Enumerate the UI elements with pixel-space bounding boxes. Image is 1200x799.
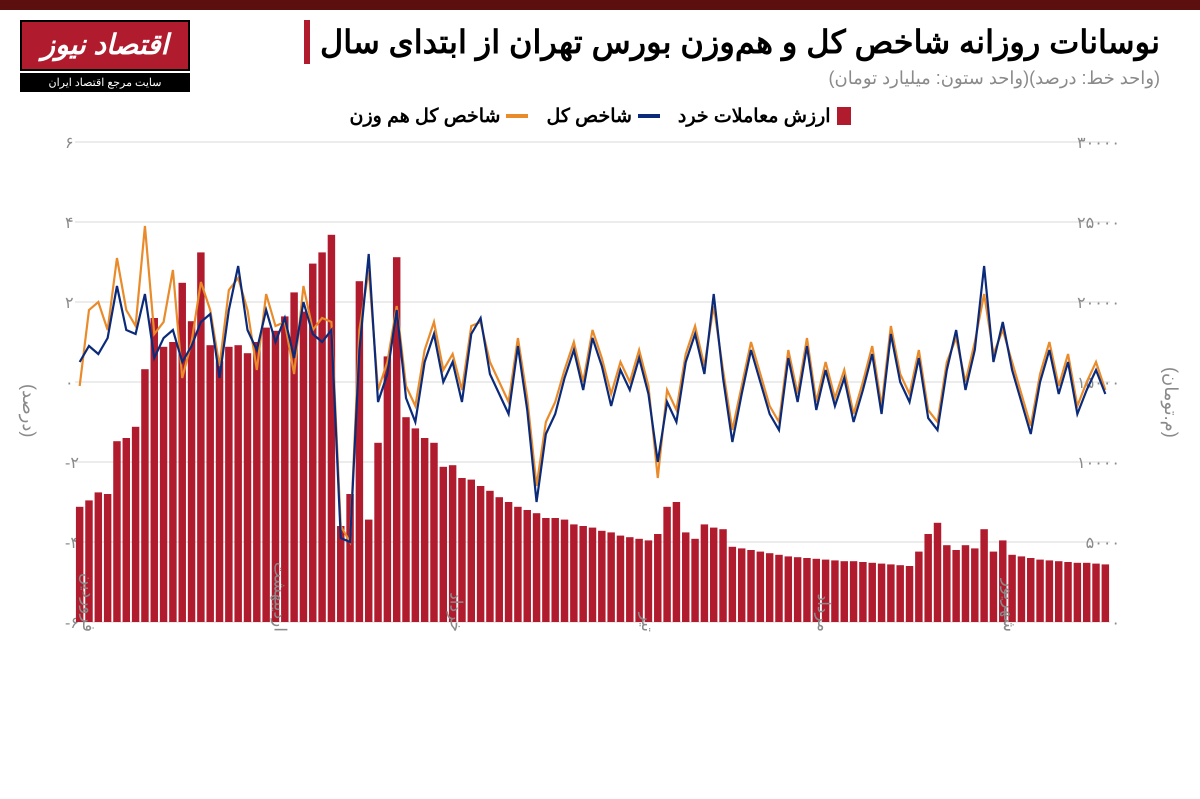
svg-text:۱۰۰۰۰: ۱۰۰۰۰ [1077,455,1120,472]
legend-line-equal-label: شاخص کل هم وزن [349,105,500,128]
left-axis-label: (درصد) [18,384,40,437]
svg-text:۵۰۰۰: ۵۰۰۰ [1086,535,1120,552]
right-axis-label: (م.تومان) [1160,367,1182,438]
svg-text:۲-: ۲- [65,455,79,472]
header-band [0,0,1200,10]
legend-line-equal-swatch [506,114,528,118]
svg-text:۶: ۶ [65,135,74,152]
chart-svg: ۶۴۲۰۲-۴-۶-۳۰۰۰۰۲۵۰۰۰۲۰۰۰۰۱۵۰۰۰۱۰۰۰۰۵۰۰۰۰… [20,132,1180,692]
svg-text:مرداد: مرداد [813,593,833,631]
svg-text:۳۰۰۰۰: ۳۰۰۰۰ [1077,135,1120,152]
svg-text:۲: ۲ [65,295,74,312]
title-accent-bar [304,20,310,64]
svg-text:شهریور: شهریور [999,578,1019,632]
svg-text:۴: ۴ [65,215,74,232]
chart-legend: ارزش معاملات خرد شاخص کل شاخص کل هم وزن [0,105,1200,128]
logo-tagline: سایت مرجع اقتصاد ایران [20,73,190,92]
page-subtitle: (واحد خط: درصد)(واحد ستون: میلیارد تومان… [190,68,1160,89]
svg-text:تیر: تیر [637,612,657,633]
legend-bars: ارزش معاملات خرد [678,105,851,128]
page-title: نوسانات روزانه شاخص کل و هم‌وزن بورس تهر… [320,23,1160,61]
svg-text:۲۵۰۰۰: ۲۵۰۰۰ [1077,215,1120,232]
legend-line-total-swatch [638,114,660,118]
brand-logo: اقتصاد نیوز سایت مرجع اقتصاد ایران [20,20,190,92]
legend-bar-swatch [837,107,851,125]
svg-text:خرداد: خرداد [445,592,465,632]
svg-text:اردیبهشت: اردیبهشت [269,562,289,632]
svg-text:۰: ۰ [65,375,74,392]
title-block: نوسانات روزانه شاخص کل و هم‌وزن بورس تهر… [190,20,1180,89]
legend-line-equal: شاخص کل هم وزن [349,105,528,128]
svg-text:۰: ۰ [1111,615,1120,632]
legend-bars-label: ارزش معاملات خرد [678,105,831,128]
chart-container: (درصد) (م.تومان) ۶۴۲۰۲-۴-۶-۳۰۰۰۰۲۵۰۰۰۲۰۰… [20,132,1180,692]
logo-text: اقتصاد نیوز [20,20,190,71]
svg-text:فروردین: فروردین [78,573,98,632]
svg-text:۲۰۰۰۰: ۲۰۰۰۰ [1077,295,1120,312]
legend-line-total-label: شاخص کل [546,105,631,128]
legend-line-total: شاخص کل [546,105,659,128]
header-area: نوسانات روزانه شاخص کل و هم‌وزن بورس تهر… [0,10,1200,97]
